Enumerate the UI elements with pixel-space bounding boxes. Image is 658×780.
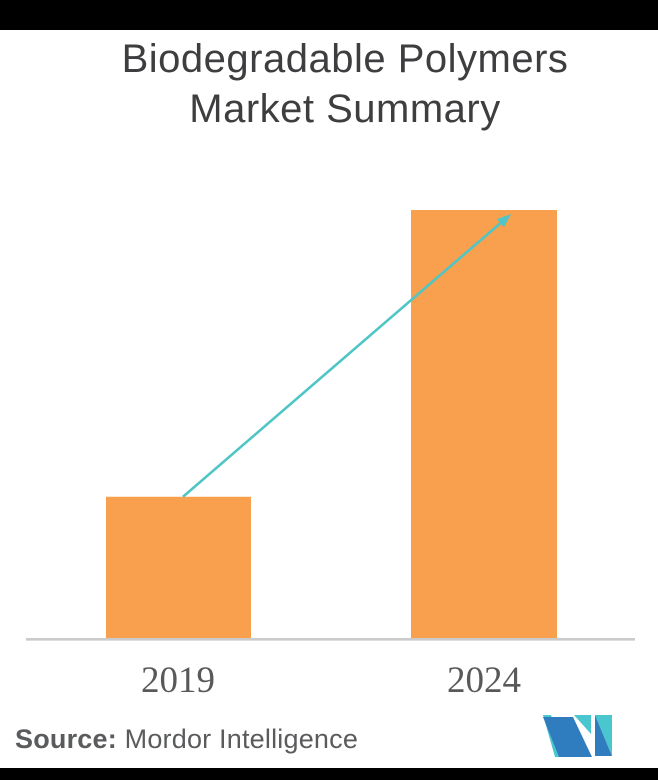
mordor-intelligence-logo	[543, 715, 612, 757]
chart-title-line1: Biodegradable Polymers	[121, 37, 569, 81]
x-axis-label-2019: 2019	[141, 660, 215, 701]
trend-arrowhead-icon	[496, 214, 511, 228]
logo-right-blue-triangle	[595, 715, 612, 756]
bar-2024	[411, 210, 557, 638]
bar-2019	[106, 496, 251, 638]
top-letterbox-band	[0, 0, 658, 30]
logo-upper-teal-triangle	[574, 715, 591, 734]
logo-blue-diagonal	[543, 717, 592, 757]
source-label: Source:	[15, 724, 117, 754]
source-text: Mordor Intelligence	[116, 724, 359, 754]
chart-title-line2: Market Summary	[189, 87, 501, 131]
bottom-letterbox-band	[0, 768, 658, 780]
trend-line	[182, 220, 503, 498]
chart-title: Biodegradable Polymers Market Summary	[0, 34, 658, 134]
source-attribution: Source: Mordor Intelligence	[15, 722, 358, 756]
x-axis-label-2024: 2024	[447, 660, 521, 701]
